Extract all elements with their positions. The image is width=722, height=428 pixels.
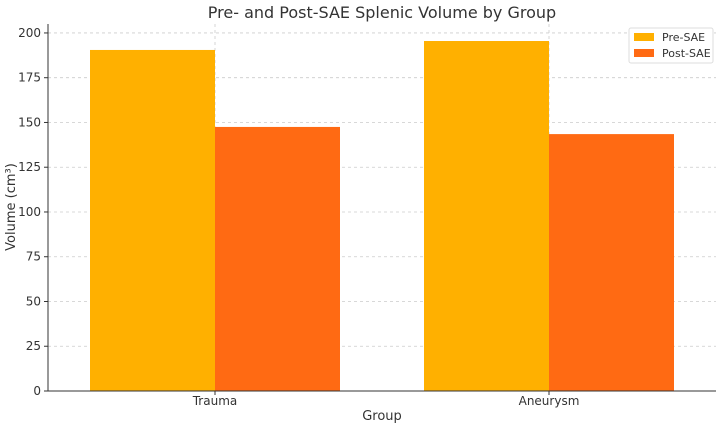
y-tick-label: 75 — [26, 250, 41, 264]
y-tick-labels: 0 25 50 75 100 125 150 175 200 — [18, 26, 48, 398]
y-tick-label: 0 — [33, 384, 41, 398]
bar-post-sae-aneurysm — [549, 134, 674, 391]
y-tick-label: 150 — [18, 115, 41, 129]
x-tick-label: Aneurysm — [519, 394, 580, 408]
y-tick-label: 125 — [18, 160, 41, 174]
x-tick-label: Trauma — [192, 394, 238, 408]
y-tick-label: 175 — [18, 71, 41, 85]
chart-title: Pre- and Post-SAE Splenic Volume by Grou… — [208, 3, 556, 22]
bar-pre-sae-aneurysm — [424, 41, 549, 391]
y-tick-label: 50 — [26, 294, 41, 308]
y-axis-label: Volume (cm³) — [4, 163, 19, 251]
bar-post-sae-trauma — [215, 126, 340, 391]
y-tick-label: 100 — [18, 205, 41, 219]
legend-label-pre-sae: Pre-SAE — [662, 31, 705, 44]
bar-group — [90, 41, 674, 392]
y-tick-label: 200 — [18, 26, 41, 40]
x-axis-label: Group — [362, 409, 402, 424]
legend: Pre-SAE Post-SAE — [628, 27, 714, 64]
legend-label-post-sae: Post-SAE — [662, 47, 711, 60]
y-tick-label: 25 — [26, 339, 41, 353]
bar-pre-sae-trauma — [90, 49, 215, 392]
x-tick-labels: Trauma Aneurysm — [192, 391, 580, 408]
legend-swatch-pre-sae — [634, 33, 654, 41]
legend-swatch-post-sae — [634, 49, 654, 57]
